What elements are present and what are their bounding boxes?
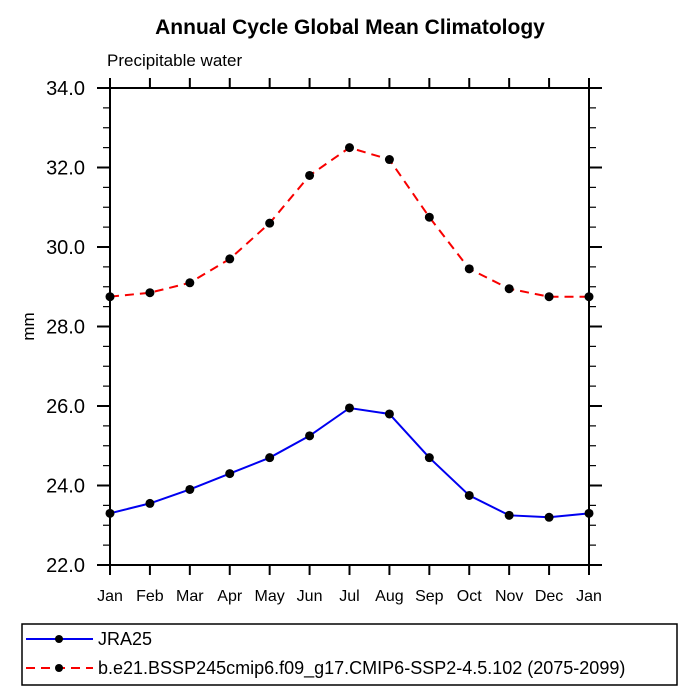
- data-point-marker: [105, 292, 115, 302]
- data-point-marker: [305, 431, 315, 441]
- y-tick-label: 22.0: [46, 555, 85, 577]
- legend-marker: [55, 664, 63, 672]
- axes: 22.0 24.0 26.0 28.0 30.0 32.0 34.0 Jan Feb Mar Apr…: [46, 78, 602, 605]
- y-tick-label: 30.0: [46, 237, 85, 259]
- x-tick-label: Sep: [415, 588, 444, 605]
- chart-subtitle: Precipitable water: [107, 51, 242, 70]
- x-tick-label: Dec: [535, 588, 563, 605]
- data-point-marker: [185, 484, 195, 494]
- chart-title: Annual Cycle Global Mean Climatology: [155, 16, 545, 39]
- data-point-marker: [424, 212, 434, 222]
- data-point-marker: [584, 292, 594, 302]
- legend-label: JRA25: [98, 629, 152, 649]
- x-tick-label: Aug: [375, 588, 403, 605]
- data-series: [105, 143, 594, 522]
- legend-label: b.e21.BSSP245cmip6.f09_g17.CMIP6-SSP2-4.…: [98, 658, 625, 679]
- data-point-marker: [345, 403, 354, 413]
- legend-frame: [21, 623, 678, 686]
- data-point-marker: [145, 288, 155, 298]
- x-tick-label: Nov: [495, 588, 523, 605]
- data-point-marker: [464, 490, 474, 500]
- x-tick-label: Jun: [297, 588, 323, 605]
- x-tick-label: May: [255, 588, 285, 605]
- y-tick-label: 24.0: [46, 476, 85, 498]
- y-tick-label: 34.0: [46, 78, 85, 100]
- x-tick-label: Oct: [457, 588, 482, 605]
- data-point-marker: [544, 512, 554, 522]
- data-point-marker: [584, 508, 594, 518]
- data-point-marker: [384, 155, 394, 165]
- data-point-marker: [145, 498, 155, 508]
- y-tick-label: 28.0: [46, 317, 85, 339]
- x-tick-label: Feb: [136, 588, 164, 605]
- data-point-marker: [345, 143, 354, 153]
- series-line-1: [109, 146, 589, 298]
- x-tick-label: Mar: [176, 588, 204, 605]
- data-point-marker: [265, 218, 275, 228]
- y-axis-label: mm: [19, 312, 38, 340]
- data-point-marker: [305, 170, 315, 180]
- y-tick-label: 32.0: [46, 158, 85, 180]
- x-tick-label: Jan: [576, 588, 602, 605]
- data-point-marker: [544, 292, 554, 302]
- data-point-marker: [384, 409, 394, 419]
- data-point-marker: [424, 453, 434, 463]
- data-point-marker: [105, 508, 115, 518]
- data-point-marker: [504, 510, 514, 520]
- data-point-marker: [265, 453, 275, 463]
- x-tick-label: Apr: [217, 588, 243, 605]
- data-point-marker: [225, 469, 235, 479]
- series-line-0: [109, 406, 590, 519]
- x-tick-label: Jan: [97, 588, 123, 605]
- plot-frame: [109, 87, 590, 566]
- data-point-marker: [504, 284, 514, 294]
- data-point-marker: [225, 254, 235, 264]
- legend-box: JRA25 b.e21.BSSP245cmip6.f09_g17.CMIP6-SS…: [21, 623, 678, 686]
- legend-marker: [55, 635, 63, 643]
- data-point-marker: [185, 278, 195, 288]
- data-point-marker: [464, 264, 474, 274]
- y-tick-label: 26.0: [46, 396, 85, 418]
- x-tick-label: Jul: [339, 588, 359, 605]
